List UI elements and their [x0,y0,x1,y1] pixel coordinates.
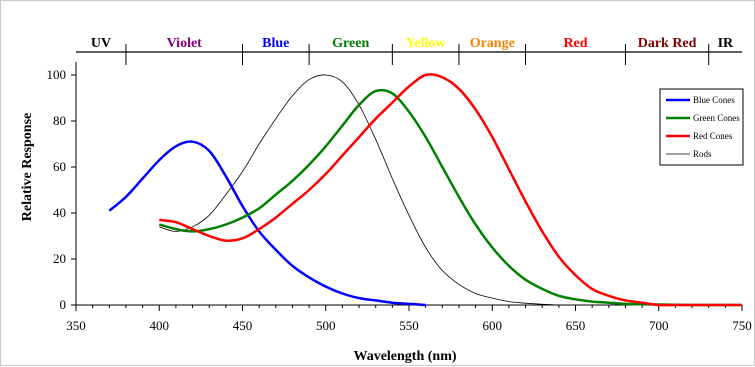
x-tick-label: 450 [233,318,253,333]
x-tick-label: 600 [483,318,503,333]
band-label: IR [718,36,734,51]
band-label: UV [91,36,111,51]
band-label: Violet [167,36,203,51]
y-tick-label: 100 [47,67,67,82]
x-tick-label: 350 [66,318,86,333]
y-tick-label: 0 [60,297,67,312]
x-tick-label: 500 [316,318,336,333]
legend-entry: Red Cones [693,131,733,141]
legend-entry: Blue Cones [693,95,735,105]
band-label: Orange [470,36,515,51]
x-tick-label: 750 [732,318,752,333]
x-tick-label: 700 [649,318,669,333]
band-label: Green [332,36,369,51]
y-tick-label: 40 [53,205,66,220]
axes: 0 20 40 60 80 100 350 400 450 500 550 600 650 700 750 [47,62,752,333]
legend-box [659,88,744,166]
x-tick-label: 650 [566,318,586,333]
legend: Blue Cones Green Cones Red Cones Rods [659,88,744,166]
legend-entry: Green Cones [693,113,740,123]
series-lines [108,73,742,307]
band-label: Red [563,36,587,51]
series-line-red-cones [159,73,742,307]
band-label: Dark Red [638,36,697,51]
series-line-rods [159,74,559,306]
legend-entry: Rods [693,149,712,159]
x-axis-title: Wavelength (nm) [353,349,456,364]
band-label: Blue [262,36,289,51]
band-label: Yellow [406,36,447,51]
y-tick-label: 60 [53,159,66,174]
spectrum-bands: UV Violet Blue Green Yellow Orange Red Dark Red… [76,36,742,65]
y-tick-label: 80 [53,113,66,128]
x-tick-label: 400 [150,318,170,333]
series-line-green-cones [158,88,742,307]
y-tick-label: 20 [53,251,66,266]
series-line-blue-cones [108,140,426,307]
y-axis-title: Relative Response [20,113,35,222]
x-tick-label: 550 [399,318,419,333]
